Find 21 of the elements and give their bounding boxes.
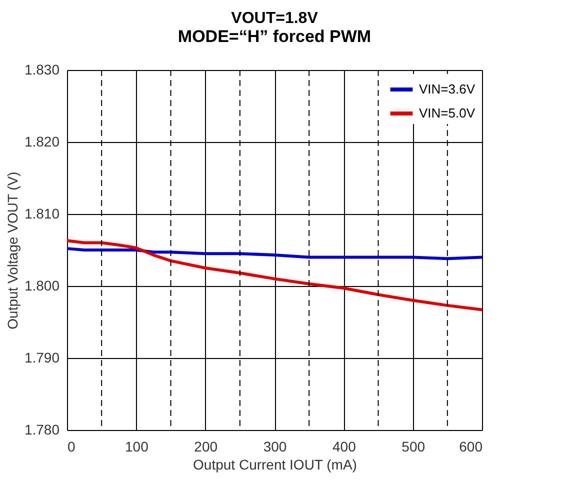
y-tick-label: 1.830 bbox=[24, 62, 60, 78]
chart-title: VOUT=1.8V bbox=[231, 10, 318, 27]
x-tick-label: 100 bbox=[124, 438, 149, 454]
legend-label: VIN=5.0V bbox=[419, 106, 476, 120]
chart-subtitle: MODE=“H” forced PWM bbox=[178, 27, 372, 46]
x-tick-label: 300 bbox=[263, 438, 287, 454]
legend-label: VIN=3.6V bbox=[419, 82, 476, 96]
y-axis-title: Output Voltage VOUT (V) bbox=[4, 172, 20, 330]
x-tick-label: 400 bbox=[332, 438, 356, 454]
y-tick-label: 1.820 bbox=[24, 134, 60, 150]
y-tick-label: 1.810 bbox=[24, 206, 60, 222]
x-tick-label: 0 bbox=[68, 438, 76, 454]
line-series bbox=[66, 239, 484, 312]
y-tick-label: 1.790 bbox=[24, 350, 60, 366]
x-axis-title: Output Current IOUT (mA) bbox=[193, 456, 357, 472]
x-tick-label: 500 bbox=[402, 438, 426, 454]
y-tick-label: 1.780 bbox=[24, 422, 60, 438]
x-tick-label: 600 bbox=[459, 438, 483, 454]
y-tick-label: 1.800 bbox=[24, 278, 60, 294]
line-series bbox=[66, 247, 484, 260]
x-tick-label: 200 bbox=[194, 438, 218, 454]
